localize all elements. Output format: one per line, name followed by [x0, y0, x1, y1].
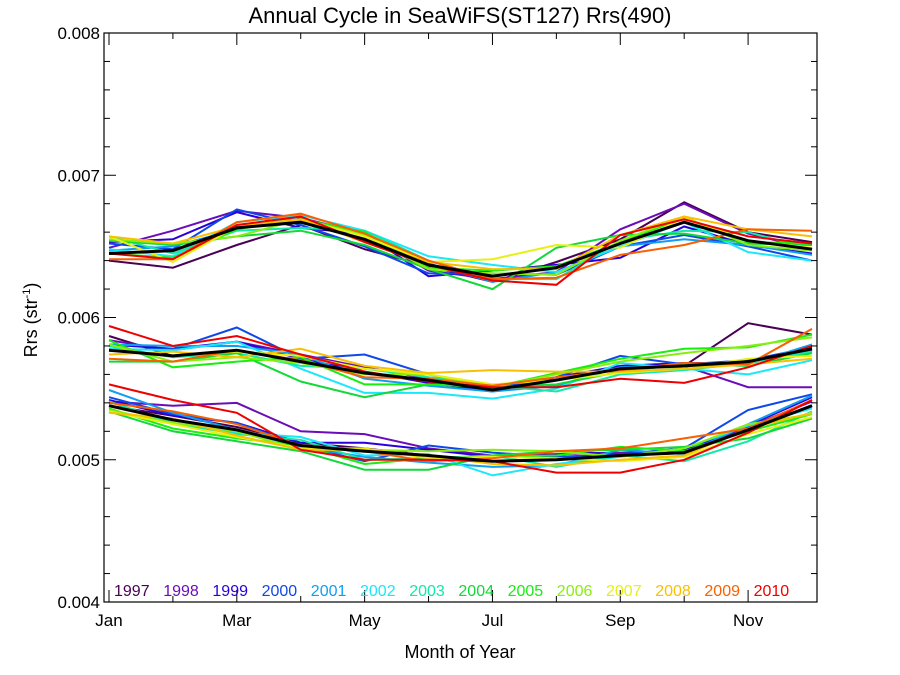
legend-item-1999: 1999	[212, 583, 248, 600]
legend-item-2007: 2007	[606, 583, 642, 600]
x-tick-label: Sep	[605, 611, 635, 630]
series-line-2004-group-3	[108, 410, 813, 471]
legend-item-2003: 2003	[409, 583, 445, 600]
y-tick-label: 0.006	[57, 309, 100, 328]
plot-frame	[103, 32, 818, 603]
series-line-2006-group-2	[108, 336, 813, 389]
x-tick-label: May	[349, 611, 382, 630]
legend-item-2008: 2008	[655, 583, 691, 600]
legend-item-2002: 2002	[360, 583, 396, 600]
chart-title: Annual Cycle in SeaWiFS(ST127) Rrs(490)	[248, 3, 671, 28]
x-axis-label: Month of Year	[404, 642, 515, 662]
x-tick-label: Mar	[222, 611, 252, 630]
legend-item-1998: 1998	[163, 583, 199, 600]
y-axis-label-sup: -1	[21, 289, 33, 299]
legend: 1997 1998 1999 2000 2001 2002 2003 2004 2005 2006…	[114, 583, 789, 600]
legend-item-2010: 2010	[754, 583, 790, 600]
series-line-2005-group-3	[108, 407, 813, 466]
y-tick-label: 0.005	[57, 451, 100, 470]
legend-item-2000: 2000	[262, 583, 298, 600]
series-line-2008-group-2	[108, 347, 813, 375]
axis-ticks: 0.004 0.005 0.006 0.007 0.008 Jan Mar May Jul Sep…	[57, 24, 817, 630]
series-line-1998-group-1	[108, 202, 813, 281]
legend-item-2009: 2009	[704, 583, 740, 600]
mean-line-group-3	[108, 404, 813, 463]
series-line-2006-group-3	[108, 409, 813, 458]
legend-item-2006: 2006	[557, 583, 593, 600]
mean-line-group-2	[108, 347, 813, 392]
y-axis-label-main: Rrs (str	[21, 298, 41, 357]
plot-lines	[108, 201, 813, 477]
mean-lines	[108, 220, 813, 463]
legend-item-2004: 2004	[458, 583, 494, 600]
x-tick-label: Jul	[482, 611, 504, 630]
series-line-2010-group-3	[108, 383, 813, 474]
x-tick-label: Nov	[733, 611, 764, 630]
y-axis-label: Rrs (str-1)	[21, 283, 41, 358]
legend-item-2005: 2005	[508, 583, 544, 600]
y-tick-label: 0.004	[57, 593, 100, 612]
x-tick-label: Jan	[95, 611, 122, 630]
y-tick-label: 0.008	[57, 24, 100, 43]
y-tick-label: 0.007	[57, 166, 100, 185]
mean-line-group-1	[108, 220, 813, 278]
legend-item-1997: 1997	[114, 583, 150, 600]
y-axis-label-close: )	[21, 283, 41, 289]
legend-item-2001: 2001	[311, 583, 347, 600]
